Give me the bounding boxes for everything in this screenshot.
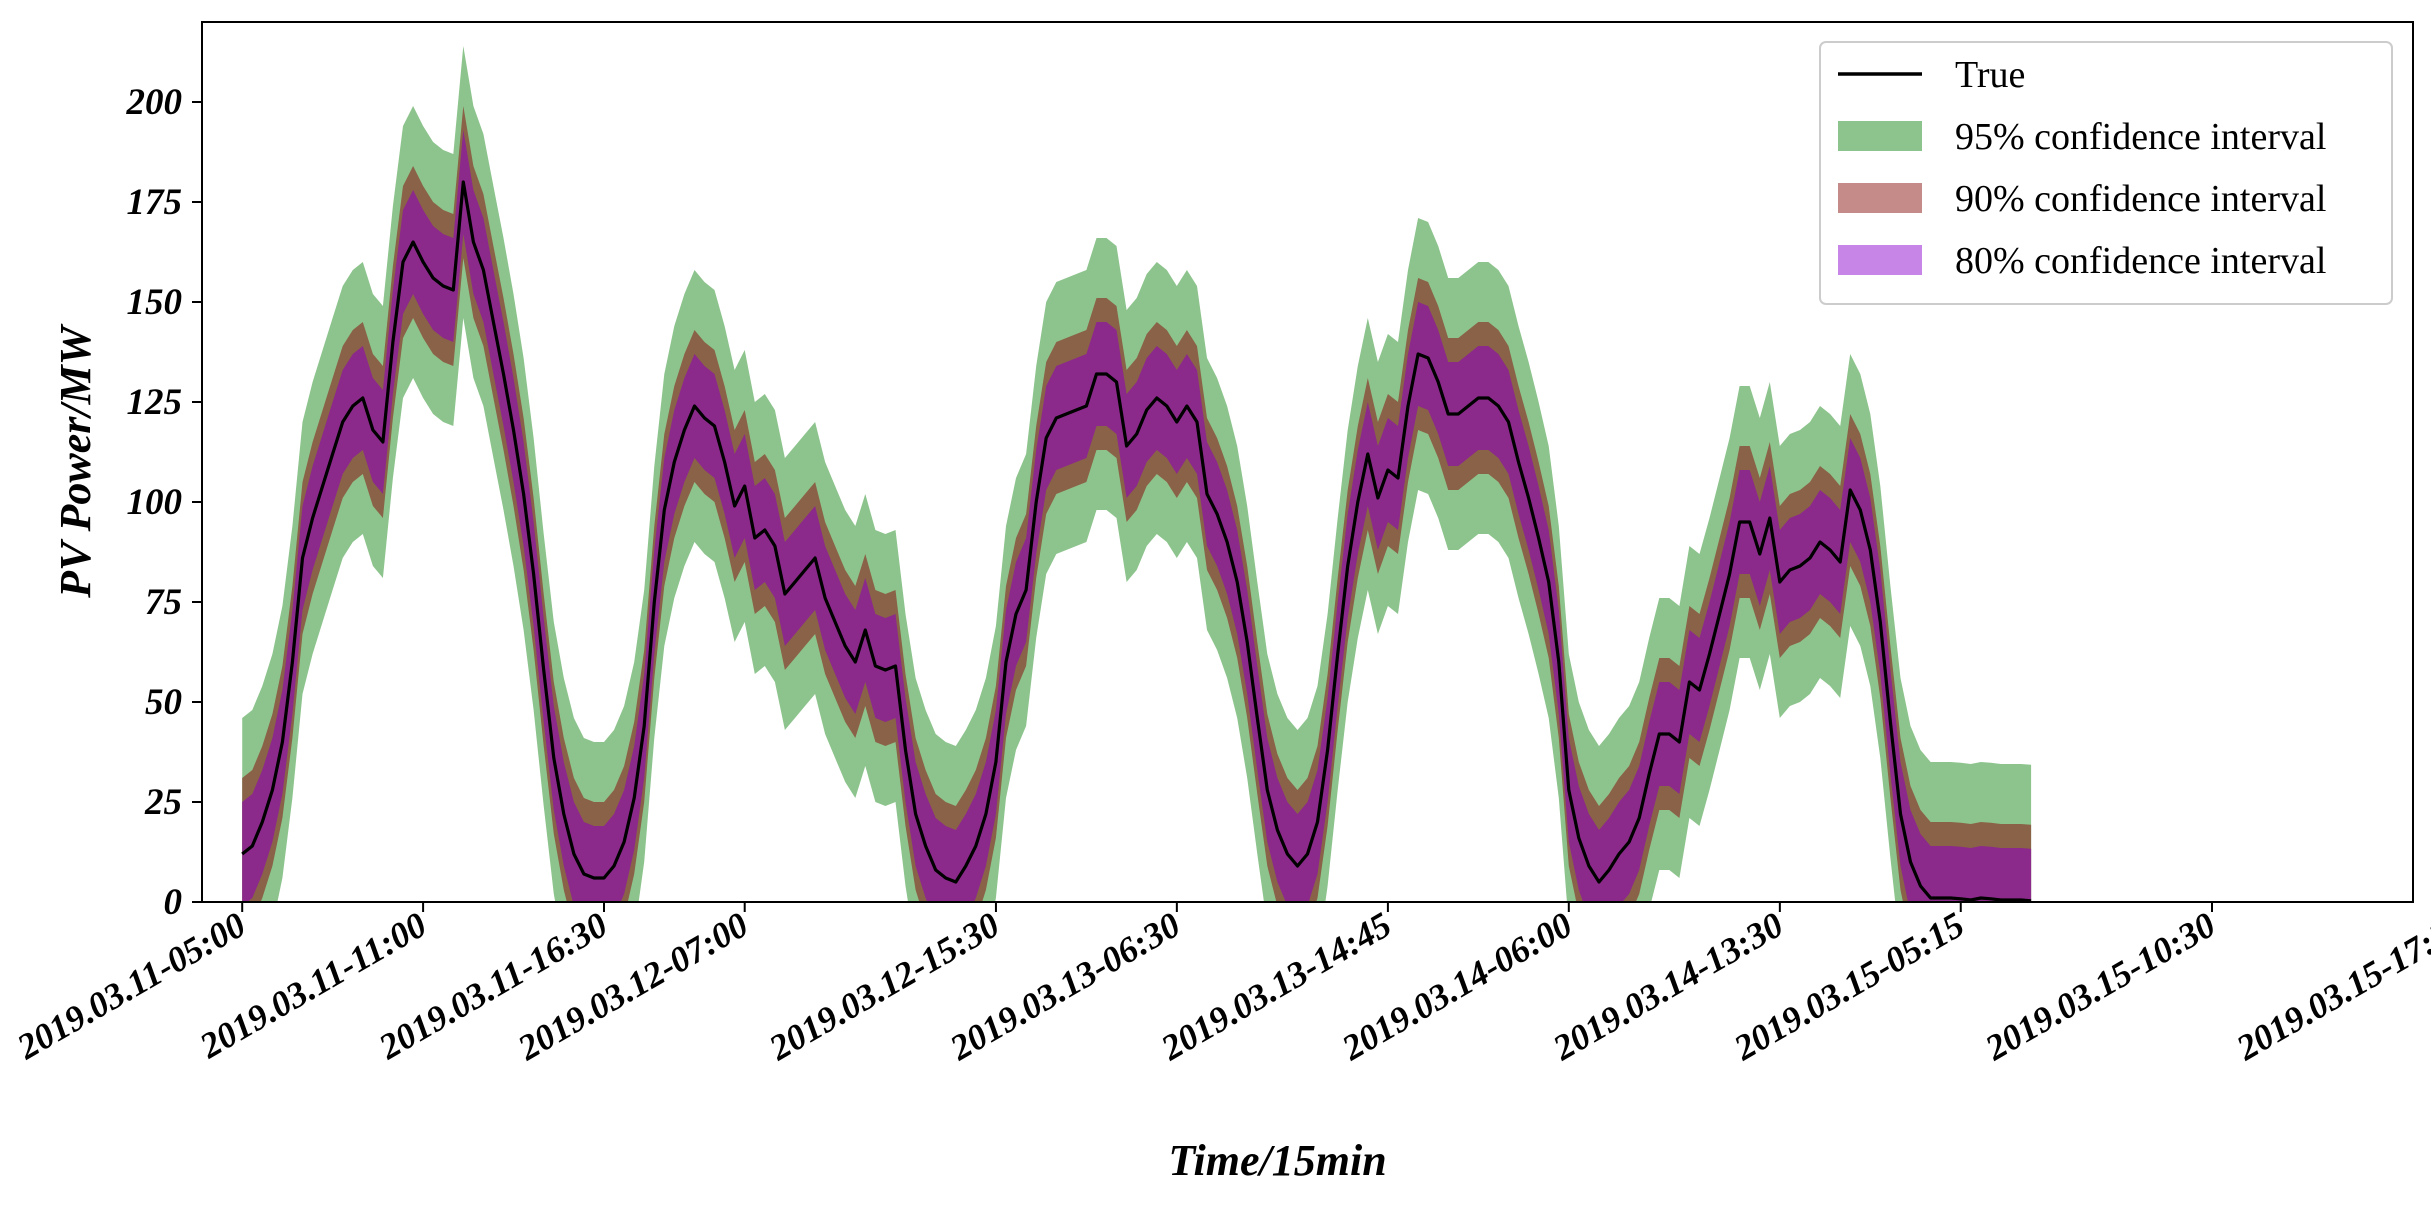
y-tick-label: 0 <box>164 882 183 923</box>
ci90-band <box>242 106 2032 902</box>
true-line-layer <box>241 180 2032 902</box>
ci80-band <box>242 130 2032 902</box>
legend: True 95% confidence interval 90% confidenc… <box>1819 41 2393 305</box>
y-tick-label: 75 <box>145 582 182 623</box>
y-tick-label: 100 <box>127 482 183 523</box>
y-tick-label: 175 <box>127 182 183 223</box>
x-axis-label: Time/15min <box>1168 1136 1386 1185</box>
legend-swatch <box>1838 245 1922 275</box>
legend-label: 90% confidence interval <box>1955 178 2326 220</box>
y-tick-label: 125 <box>127 382 183 423</box>
plot-frame <box>201 21 2414 903</box>
legend-swatch <box>1838 183 1922 213</box>
x-tick-label: 2019.03.12-07:00 <box>510 904 754 1068</box>
y-tick-label: 200 <box>126 82 183 123</box>
y-tick-label: 50 <box>145 682 182 723</box>
legend-swatch <box>1838 121 1922 151</box>
legend-label: 95% confidence interval <box>1955 116 2326 158</box>
legend-box <box>1819 41 2393 305</box>
y-axis-label: PV Power/MW <box>51 323 100 599</box>
x-tick-label: 2019.03.15-10:30 <box>1978 904 2222 1068</box>
y-tick-label: 25 <box>144 782 182 823</box>
confidence-bands <box>242 46 2032 902</box>
legend-label: 80% confidence interval <box>1955 240 2326 282</box>
legend-label: True <box>1955 54 2025 96</box>
true-series-line <box>241 180 2032 902</box>
y-tick-label: 150 <box>127 282 183 323</box>
x-tick-label: 2019.03.15-17:30 <box>2229 904 2431 1068</box>
